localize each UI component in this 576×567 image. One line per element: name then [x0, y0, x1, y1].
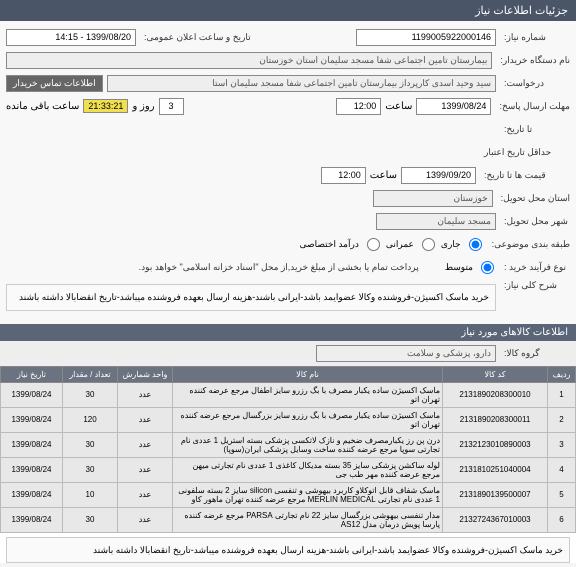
until-label: تا تاریخ: — [500, 124, 570, 135]
cell-qty: 120 — [63, 407, 118, 432]
announce-input[interactable] — [6, 29, 136, 46]
time-label-1: ساعت — [385, 101, 412, 112]
cell-name: ماسک اکسیژن ساده یکبار مصرف با بگ رزرو س… — [173, 382, 443, 407]
group-input[interactable] — [316, 345, 496, 362]
budget-opt2: عمرانی — [386, 239, 414, 250]
th-name: نام کالا — [173, 366, 443, 382]
buytype-label: نوع فرآیند خرید : — [500, 262, 570, 273]
cell-name: درن پن رز یکبارمصرف ضخیم و نازک لاتکسی پ… — [173, 432, 443, 457]
cell-unit: عدد — [118, 432, 173, 457]
th-date: تاریخ نیاز — [1, 366, 63, 382]
buytype-radio-1[interactable] — [481, 261, 494, 274]
cell-date: 1399/08/24 — [1, 382, 63, 407]
cell-name: ماسک اکسیژن ساده یکبار مصرف با بگ رزرو س… — [173, 407, 443, 432]
footer-desc: خرید ماسک اکسیژن-فروشنده وکالا عضوایمد ب… — [6, 537, 570, 564]
cell-qty: 30 — [63, 507, 118, 532]
cell-idx: 1 — [548, 382, 576, 407]
cell-name: لوله ساکشن پزشکی سایز 35 بسته مدیکال کاغ… — [173, 457, 443, 482]
cell-idx: 3 — [548, 432, 576, 457]
goods-section-bar: اطلاعات کالاهای مورد نیاز — [0, 324, 576, 341]
header-title: جزئیات اطلاعات نیاز — [475, 5, 568, 17]
cell-name: ماسک شفاف قابل اتوکلاو کاربرد بیهوشی و ت… — [173, 482, 443, 507]
cell-code: 2132724367010003 — [443, 507, 548, 532]
need-no-input[interactable] — [356, 29, 496, 46]
cell-code: 2132123010890003 — [443, 432, 548, 457]
form-section: شماره نیاز: تاریخ و ساعت اعلان عمومی: نا… — [0, 21, 576, 324]
cell-qty: 30 — [63, 457, 118, 482]
credit-time-input[interactable] — [321, 167, 366, 184]
summary-label: شرح کلی نیاز: — [500, 280, 570, 291]
table-row[interactable]: 3 2132123010890003 درن پن رز یکبارمصرف ض… — [1, 432, 576, 457]
cell-idx: 2 — [548, 407, 576, 432]
time-label-2: ساعت — [370, 170, 397, 181]
th-qty: تعداد / مقدار — [63, 366, 118, 382]
reply-date-input[interactable] — [416, 98, 491, 115]
cell-unit: عدد — [118, 482, 173, 507]
cell-unit: عدد — [118, 507, 173, 532]
cell-qty: 30 — [63, 432, 118, 457]
cell-code: 2131890208300011 — [443, 407, 548, 432]
budget-radio-1[interactable] — [469, 238, 482, 251]
cell-idx: 6 — [548, 507, 576, 532]
announce-label: تاریخ و ساعت اعلان عمومی: — [140, 32, 251, 43]
th-unit: واحد شمارش — [118, 366, 173, 382]
cell-date: 1399/08/24 — [1, 507, 63, 532]
requester-input[interactable] — [107, 75, 496, 92]
summary-box: خرید ماسک اکسیژن-فروشنده وکالا عضوایمد ب… — [6, 284, 496, 311]
credit-tolabel: قیمت ها تا تاریخ: — [480, 170, 570, 181]
cell-qty: 30 — [63, 382, 118, 407]
cell-date: 1399/08/24 — [1, 432, 63, 457]
cell-code: 2131810251040004 — [443, 457, 548, 482]
budget-radio-2[interactable] — [422, 238, 435, 251]
cell-date: 1399/08/24 — [1, 457, 63, 482]
credit-label: حداقل تاریخ اعتبار — [480, 147, 570, 158]
header-bar: جزئیات اطلاعات نیاز — [0, 0, 576, 21]
cell-unit: عدد — [118, 407, 173, 432]
province-input[interactable] — [373, 190, 493, 207]
th-code: کد کالا — [443, 366, 548, 382]
group-label: گروه کالا: — [500, 348, 570, 359]
days-input[interactable] — [159, 98, 184, 115]
need-no-label: شماره نیاز: — [500, 32, 570, 43]
cell-idx: 5 — [548, 482, 576, 507]
reply-time-input[interactable] — [336, 98, 381, 115]
requester-label: درخواست: — [500, 78, 570, 89]
th-row: ردیف — [548, 366, 576, 382]
contact-button[interactable]: اطلاعات تماس خریدار — [6, 75, 103, 92]
city-label: شهر محل تحویل: — [500, 216, 570, 227]
budget-radio-3[interactable] — [367, 238, 380, 251]
cell-unit: عدد — [118, 382, 173, 407]
remain-label: ساعت باقی مانده — [6, 101, 79, 112]
budget-opt3: درآمد اختصاصی — [299, 239, 358, 250]
cell-qty: 10 — [63, 482, 118, 507]
table-row[interactable]: 5 2131890139500007 ماسک شفاف قابل اتوکلا… — [1, 482, 576, 507]
city-input[interactable] — [376, 213, 496, 230]
table-row[interactable]: 1 2131890208300010 ماسک اکسیژن ساده یکبا… — [1, 382, 576, 407]
cell-unit: عدد — [118, 457, 173, 482]
table-row[interactable]: 2 2131890208300011 ماسک اکسیژن ساده یکبا… — [1, 407, 576, 432]
buyer-input[interactable] — [6, 52, 492, 69]
cell-idx: 4 — [548, 457, 576, 482]
timer: 21:33:21 — [83, 99, 128, 113]
budget-opt1: جاری — [441, 239, 461, 250]
budget-label: طبقه بندی موضوعی: — [488, 239, 570, 250]
buy-opt1: متوسط — [445, 262, 473, 273]
reply-label: مهلت ارسال پاسخ: — [495, 101, 570, 112]
credit-date-input[interactable] — [401, 167, 476, 184]
buy-note: پرداخت تمام یا بخشی از مبلغ خرید,از محل … — [6, 260, 419, 275]
cell-date: 1399/08/24 — [1, 482, 63, 507]
province-label: استان محل تحویل: — [497, 193, 570, 204]
table-row[interactable]: 4 2131810251040004 لوله ساکشن پزشکی سایز… — [1, 457, 576, 482]
cell-code: 2131890139500007 — [443, 482, 548, 507]
cell-name: مدار تنفسی بیهوشی بزرگسال سایز 22 نام تج… — [173, 507, 443, 532]
cell-date: 1399/08/24 — [1, 407, 63, 432]
cell-code: 2131890208300010 — [443, 382, 548, 407]
table-row[interactable]: 6 2132724367010003 مدار تنفسی بیهوشی بزر… — [1, 507, 576, 532]
buyer-label: نام دستگاه خریدار: — [496, 55, 570, 66]
days-label: روز و — [132, 101, 154, 112]
table-header-row: ردیف کد کالا نام کالا واحد شمارش تعداد /… — [1, 366, 576, 382]
goods-table: ردیف کد کالا نام کالا واحد شمارش تعداد /… — [0, 366, 576, 533]
goods-group-row: گروه کالا: — [0, 341, 576, 366]
